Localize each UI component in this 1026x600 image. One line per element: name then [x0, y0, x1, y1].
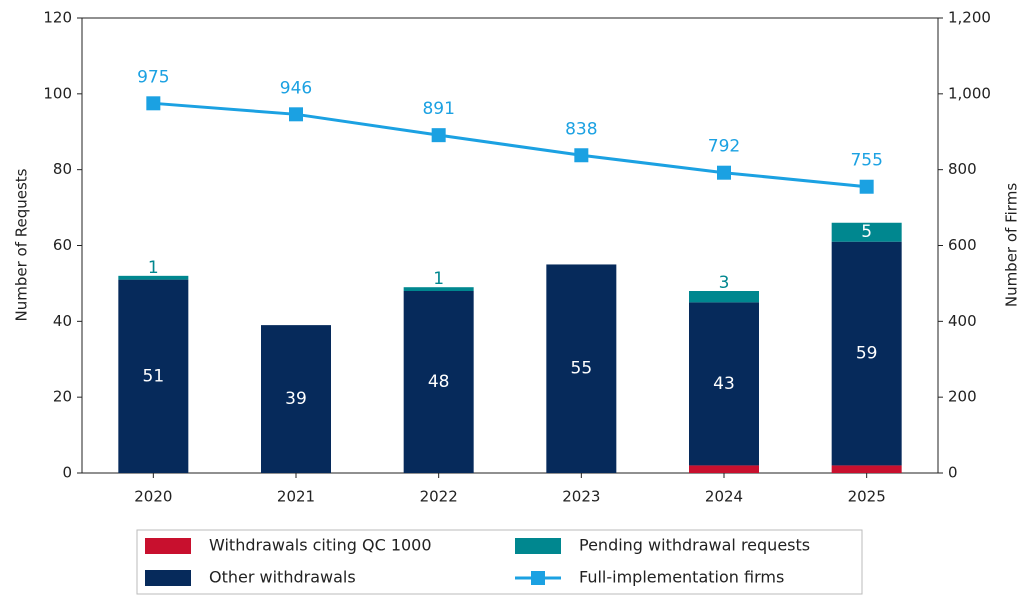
data-label: 59 — [856, 344, 878, 364]
bar-segment — [546, 264, 617, 473]
legend-label: Full-implementation firms — [579, 568, 784, 587]
line-label: 792 — [708, 137, 740, 157]
legend-swatch — [145, 538, 191, 554]
x-tick-label: 2023 — [562, 488, 600, 506]
line-label: 891 — [422, 99, 454, 119]
data-label: 51 — [143, 366, 165, 386]
line-label: 946 — [280, 78, 312, 98]
line-marker — [146, 96, 161, 111]
legend-label: Withdrawals citing QC 1000 — [209, 536, 432, 555]
y2-tick-label: 0 — [948, 464, 958, 482]
x-tick-label: 2022 — [420, 488, 458, 506]
x-tick-label: 2020 — [134, 488, 172, 506]
y2-tick-label: 600 — [948, 236, 977, 254]
y-tick-label: 120 — [43, 9, 72, 27]
data-label: 43 — [713, 374, 735, 394]
legend-swatch — [145, 570, 191, 586]
bar-segment — [831, 222, 902, 242]
x-tick-label: 2024 — [705, 488, 743, 506]
line — [153, 101, 867, 189]
bar-segment — [831, 465, 902, 473]
line-marker — [431, 128, 446, 143]
x-tick-label: 2025 — [848, 488, 886, 506]
y-axis-label: Number of Requests — [13, 168, 31, 321]
bar-segment — [118, 275, 189, 280]
line-label: 838 — [565, 119, 597, 139]
legend-swatch — [515, 538, 561, 554]
bar-segment — [403, 287, 474, 291]
legend-box — [136, 529, 863, 595]
plot-frame — [81, 17, 939, 474]
y-tick-label: 80 — [53, 160, 72, 178]
y-tick-label: 60 — [53, 236, 72, 254]
y-tick-label: 40 — [53, 312, 72, 330]
y-tick-label: 0 — [62, 464, 72, 482]
y-tick-label: 100 — [43, 84, 72, 102]
line-label: 975 — [137, 67, 169, 87]
line-marker — [717, 165, 731, 180]
bar-segment — [831, 241, 902, 466]
legend-label: Pending withdrawal requests — [579, 536, 810, 555]
y2-axis-label: Number of Firms — [1003, 183, 1021, 307]
data-label: 1 — [148, 258, 159, 278]
legend-label: Other withdrawals — [209, 568, 356, 587]
data-label: 39 — [285, 389, 307, 409]
x-tick-label: 2021 — [277, 488, 315, 506]
data-label: 5 — [861, 222, 872, 242]
y2-tick-label: 800 — [948, 160, 977, 178]
bar-segment — [689, 465, 759, 473]
bar-segment — [403, 291, 474, 473]
bar-segment — [689, 291, 759, 303]
y-tick-label: 20 — [53, 388, 72, 406]
bar-segment — [118, 279, 189, 473]
legend-marker — [531, 571, 545, 585]
line-label: 755 — [850, 151, 882, 171]
y2-tick-label: 400 — [948, 312, 977, 330]
data-label: 3 — [719, 273, 730, 293]
bar-segment — [689, 302, 759, 466]
line-marker — [289, 107, 303, 122]
line-marker — [574, 148, 589, 163]
data-label: 55 — [571, 359, 593, 379]
y2-tick-label: 1,000 — [948, 84, 991, 102]
line-marker — [859, 179, 874, 194]
y2-tick-label: 200 — [948, 388, 977, 406]
data-label: 1 — [433, 269, 444, 289]
y2-tick-label: 1,200 — [948, 9, 991, 27]
data-label: 48 — [428, 372, 450, 392]
bar-segment — [261, 325, 331, 473]
